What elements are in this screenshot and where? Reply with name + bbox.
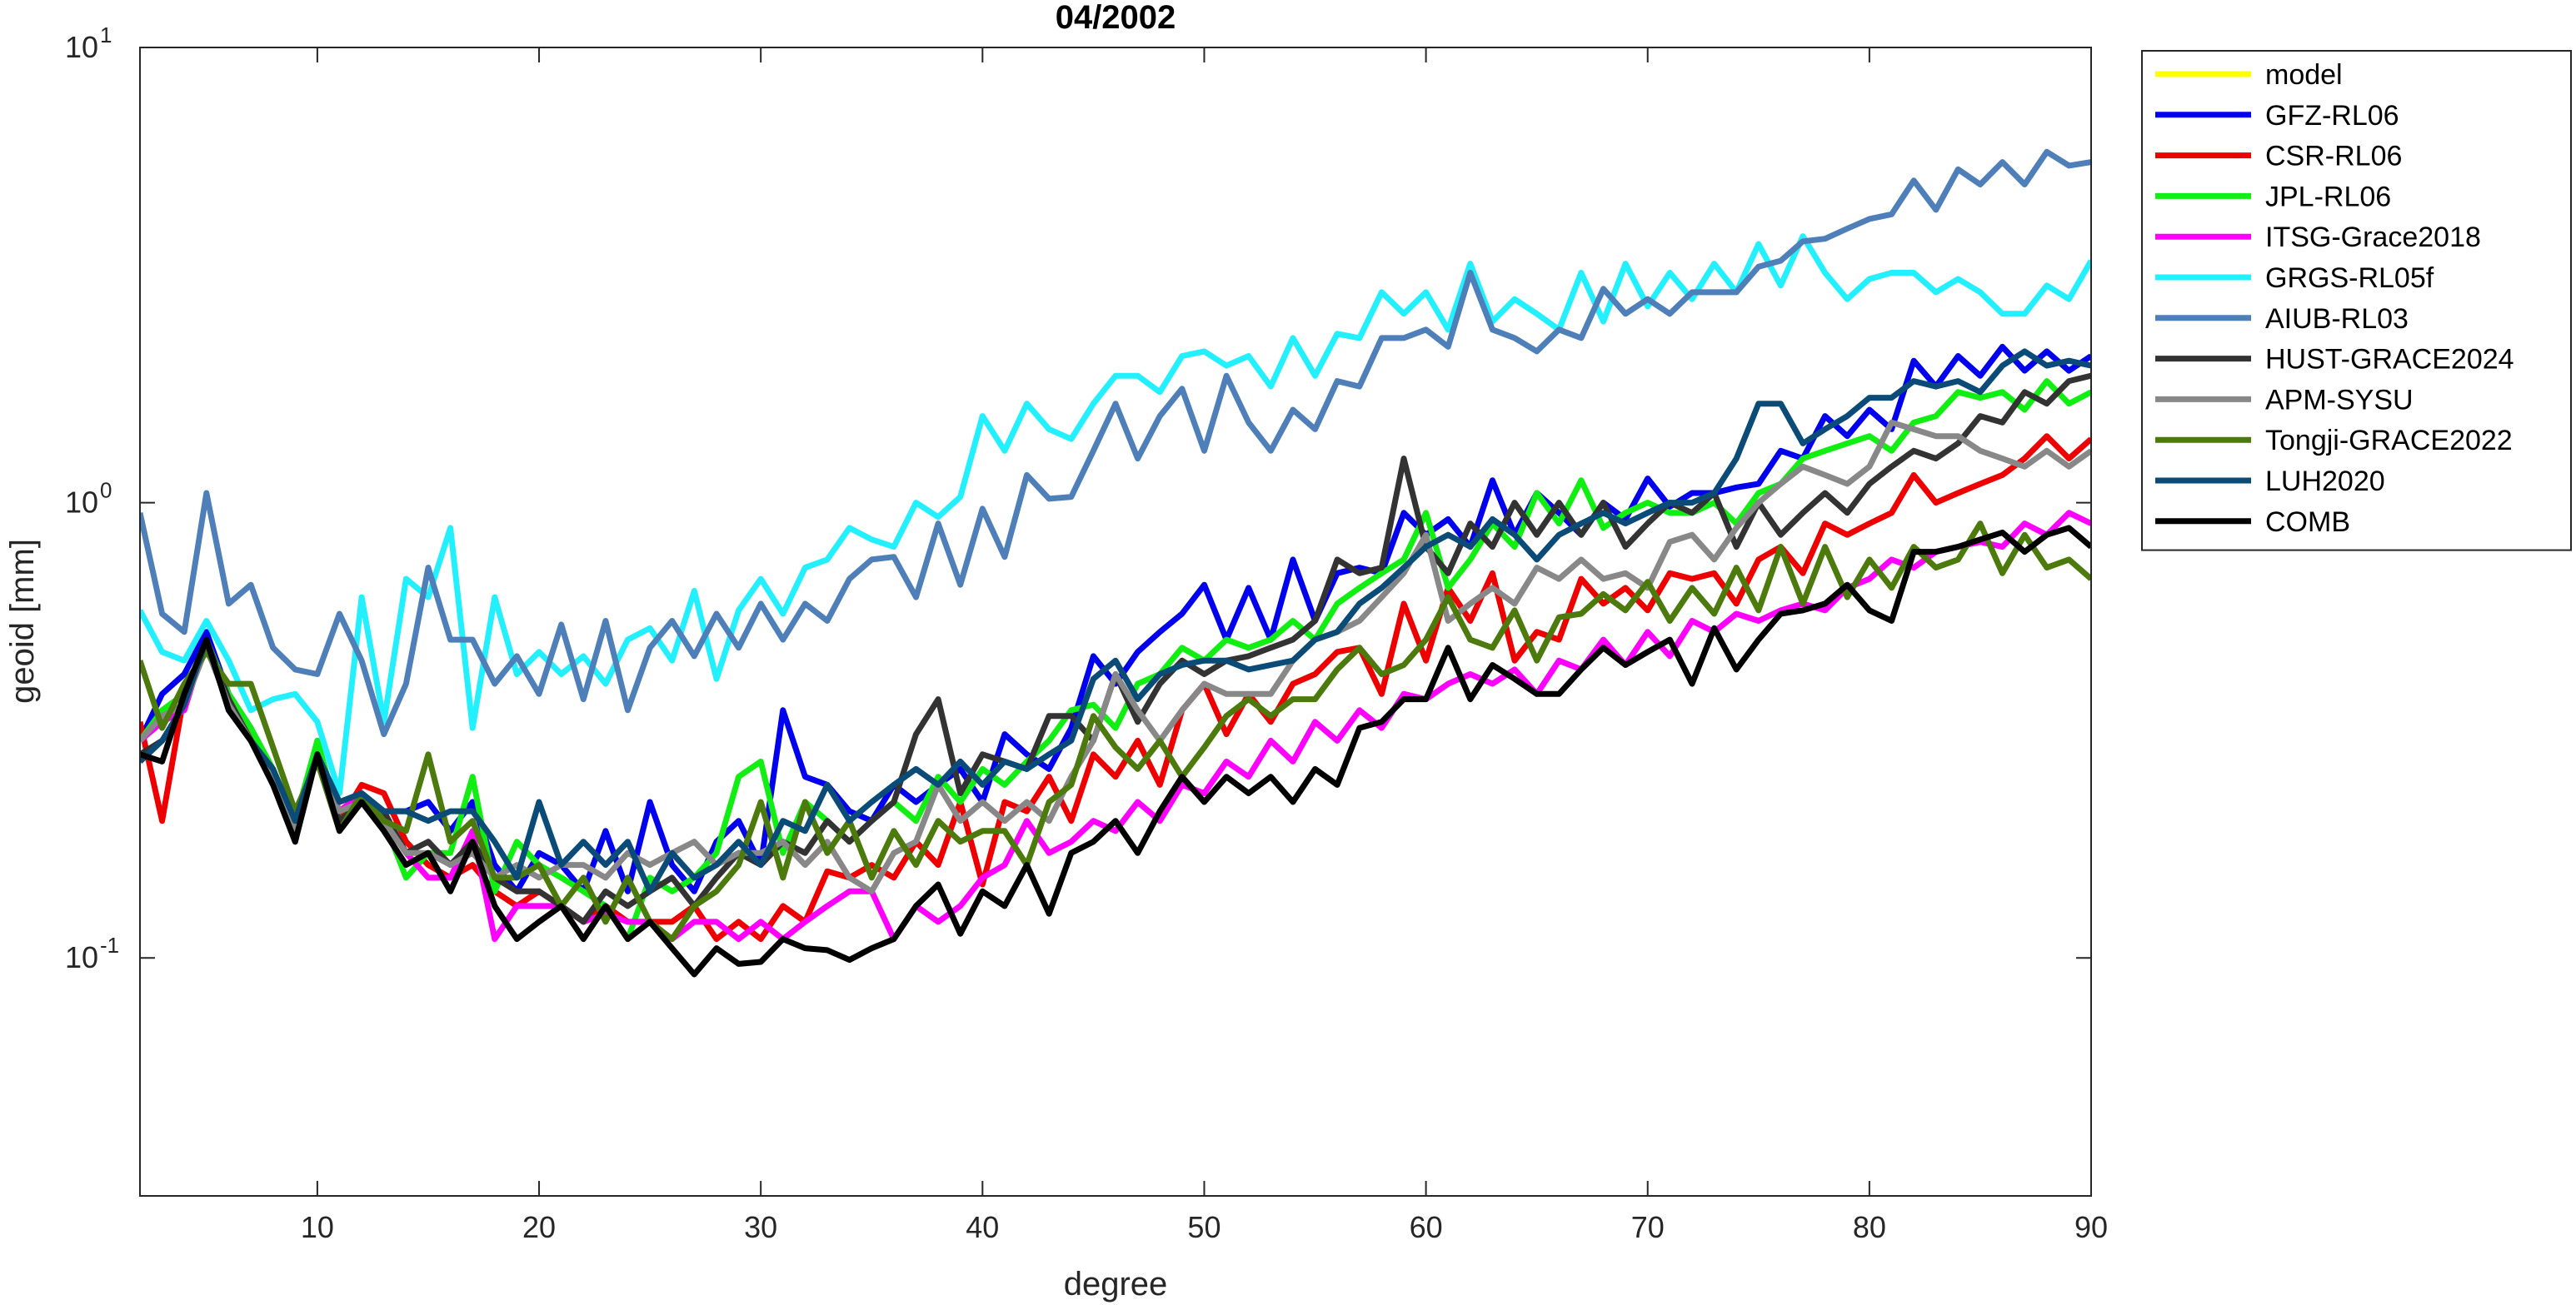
chart-title: 04/2002 — [1056, 0, 1176, 36]
x-tick-label: 30 — [744, 1210, 777, 1244]
legend-label: CSR-RL06 — [2265, 141, 2402, 172]
series-line — [140, 378, 2091, 943]
series-group — [140, 148, 2091, 978]
legend-label: COMB — [2265, 506, 2350, 538]
legend-box — [2141, 50, 2572, 551]
y-tick-label: 10 — [65, 940, 98, 974]
y-axis-label: geoid [mm] — [4, 539, 41, 704]
y-tick-label: 10 — [65, 486, 98, 520]
legend-label: APM-SYSU — [2265, 384, 2414, 416]
x-tick-label: 90 — [2074, 1210, 2108, 1244]
series-line — [140, 525, 2091, 978]
legend-label: LUH2020 — [2265, 466, 2385, 497]
y-tick-exponent: -1 — [100, 933, 119, 958]
legend-label: GFZ-RL06 — [2265, 100, 2399, 132]
legend-label: model — [2265, 59, 2343, 91]
legend-label: HUST-GRACE2024 — [2265, 344, 2514, 376]
plot-frame — [139, 47, 2092, 1197]
x-tick-label: 50 — [1187, 1210, 1221, 1244]
y-tick-label: 10 — [65, 30, 98, 64]
y-tick-exponent: 0 — [100, 478, 112, 503]
x-tick-label: 20 — [522, 1210, 556, 1244]
x-axis-label: degree — [1064, 1266, 1168, 1303]
series-line — [140, 233, 2091, 796]
legend-label: Tongji-GRACE2022 — [2265, 425, 2513, 456]
series-line — [140, 433, 2091, 943]
x-tick-label: 40 — [966, 1210, 999, 1244]
x-tick-label: 10 — [301, 1210, 334, 1244]
legend-label: AIUB-RL03 — [2265, 303, 2409, 335]
series-line — [140, 148, 2091, 738]
legend-label: ITSG-Grace2018 — [2265, 222, 2481, 253]
x-tick-label: 80 — [1853, 1210, 1886, 1244]
y-tick-exponent: 1 — [100, 22, 112, 47]
legend-label: GRGS-RL05f — [2265, 262, 2434, 294]
x-tick-label: 70 — [1631, 1210, 1665, 1244]
plot-area — [140, 47, 2091, 1196]
x-tick-label: 60 — [1410, 1210, 1443, 1244]
series-line — [140, 521, 2091, 943]
legend-label: JPL-RL06 — [2265, 181, 2391, 212]
series-line — [140, 348, 2091, 894]
